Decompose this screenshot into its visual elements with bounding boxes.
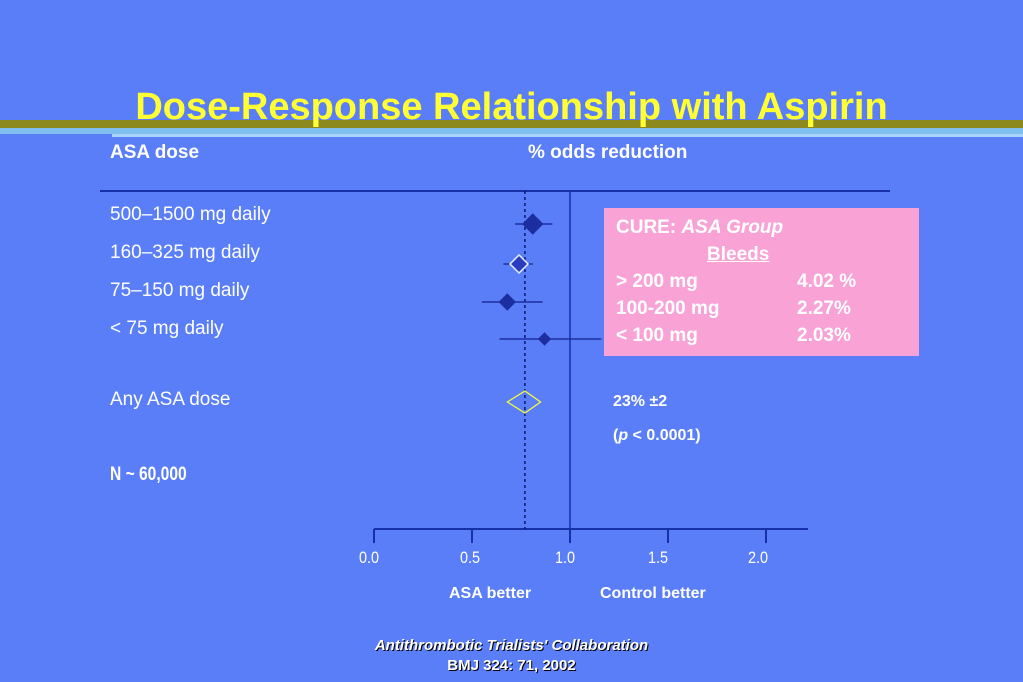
cure-row: > 200 mg 4.02 % [616, 268, 919, 295]
x-tick-label: 1.5 [647, 548, 669, 567]
cure-row-value: 4.02 % [797, 271, 857, 292]
slide-title: Dose-Response Relationship with Aspirin [135, 86, 888, 128]
cure-bleeds-box: CURE: ASA Group Bleeds > 200 mg 4.02 % 1… [604, 208, 919, 356]
effect-column-header: % odds reduction [528, 142, 688, 163]
dose-column-header: ASA dose [110, 142, 200, 163]
overall-p-value: (p < 0.0001) [613, 427, 701, 445]
overall-result: 23% ±2 [613, 393, 668, 410]
p-symbol: p [618, 427, 629, 444]
cure-row-dose: 100-200 mg [616, 298, 720, 319]
source-line-2: BMJ 324: 71, 2002 [447, 657, 576, 674]
source-line-1: Antithrombotic Trialists' Collaboration [374, 637, 649, 654]
title-rule-thin [112, 134, 1023, 137]
row-label-500-1500: 500–1500 mg daily [110, 204, 271, 225]
cure-bleeds-label: Bleeds [707, 244, 770, 265]
cure-group: ASA Group [681, 217, 784, 238]
cure-heading-line: CURE: ASA Group [616, 214, 919, 241]
p-value-text: < 0.0001) [628, 427, 701, 444]
control-better-label: Control better [600, 585, 706, 602]
title-rule-olive [0, 120, 1023, 128]
cure-row: 100-200 mg 2.27% [616, 295, 919, 322]
cure-row-dose: > 200 mg [616, 271, 698, 292]
x-tick-label: 2.0 [747, 548, 769, 567]
asa-better-label: ASA better [449, 585, 532, 602]
x-tick-label: 0.5 [459, 548, 481, 567]
x-tick-label: 1.0 [554, 548, 576, 567]
row-label-75-150: 75–150 mg daily [110, 280, 250, 301]
x-tick-label: 0.0 [358, 548, 380, 567]
cure-heading: CURE: [616, 217, 677, 238]
p-open-paren: ( [613, 427, 619, 444]
cure-row: < 100 mg 2.03% [616, 322, 919, 349]
cure-row-value: 2.27% [797, 298, 851, 319]
row-label-any-dose: Any ASA dose [110, 389, 231, 410]
row-label-160-325: 160–325 mg daily [110, 242, 260, 263]
row-label-under-75: < 75 mg daily [110, 318, 224, 339]
sample-size-label: N ~ 60,000 [110, 464, 187, 485]
cure-row-dose: < 100 mg [616, 325, 698, 346]
estimate-marker [508, 253, 530, 275]
summary-diamond [506, 390, 542, 414]
estimate-marker [498, 293, 516, 311]
title-rule-blue [0, 128, 1023, 134]
cure-row-value: 2.03% [797, 325, 851, 346]
estimate-marker [522, 213, 544, 235]
cure-bleeds-line: Bleeds [616, 241, 919, 268]
estimate-marker [537, 332, 552, 346]
